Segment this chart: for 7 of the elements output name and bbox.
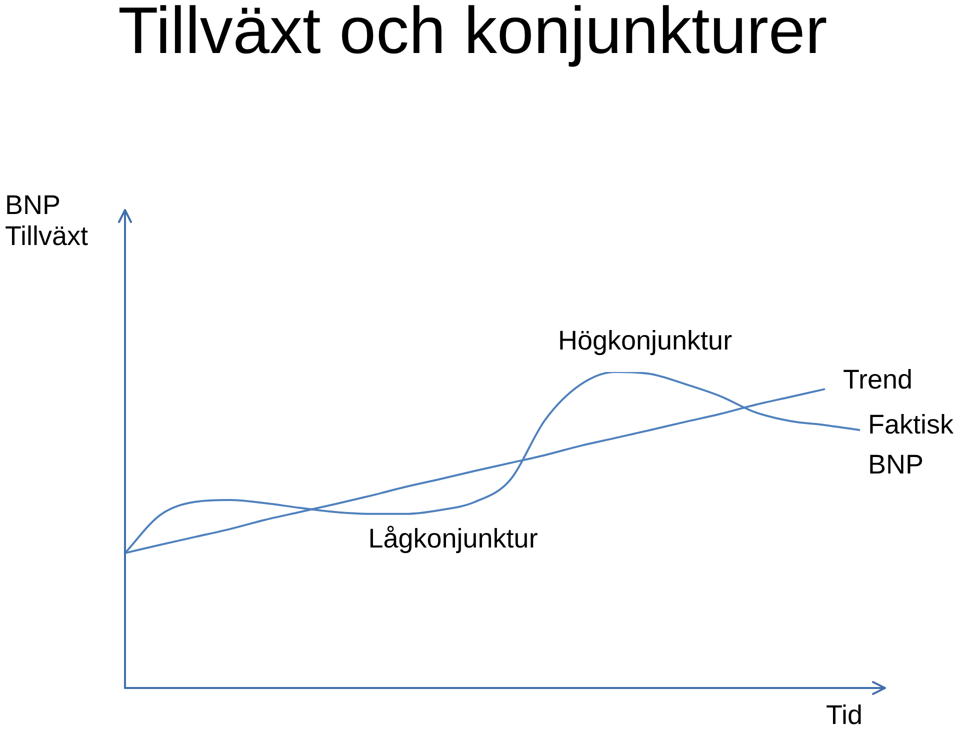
text: Högkonjunktur bbox=[558, 325, 732, 356]
x-axis-title: Tid bbox=[826, 700, 863, 729]
series-label: Faktisk BNP bbox=[868, 410, 954, 480]
series-label: Trend bbox=[843, 364, 913, 395]
chart-title: Tillväxt och konjunkturer bbox=[118, 0, 828, 68]
annotation: Lågkonjunktur bbox=[368, 523, 538, 554]
y-axis-title: BNP Tillväxt bbox=[5, 190, 90, 252]
